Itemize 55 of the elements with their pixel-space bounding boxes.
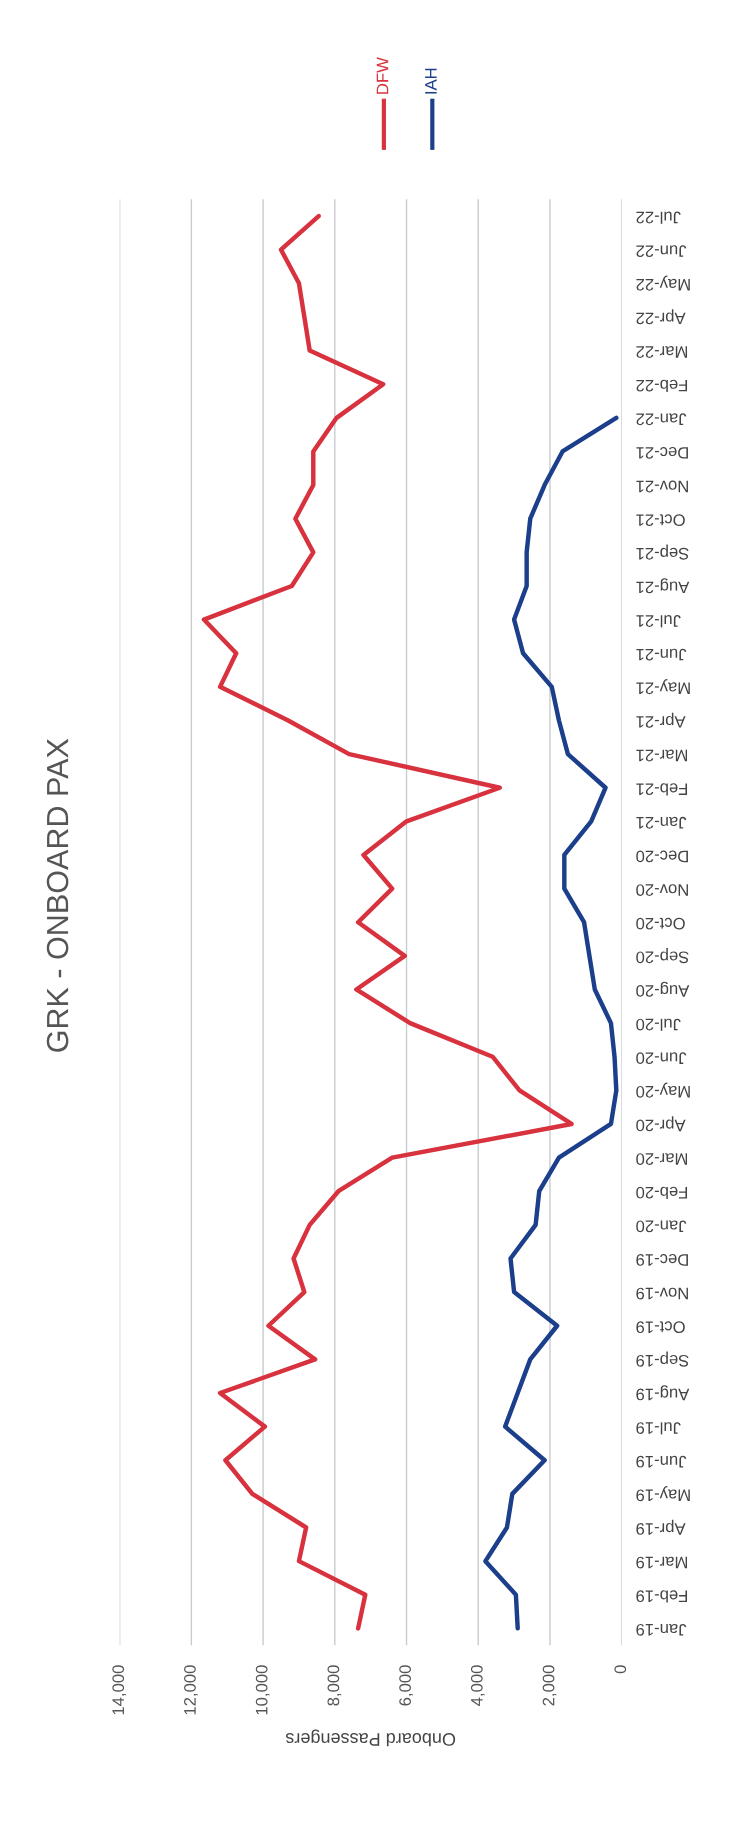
y-tick-label: Jun-19 bbox=[636, 1455, 687, 1468]
x-tick-label: 12,000 bbox=[184, 1665, 198, 1715]
y-tick-label: May-21 bbox=[636, 679, 690, 695]
y-tick-label: Dec-21 bbox=[636, 446, 688, 459]
y-tick-label: Nov-21 bbox=[636, 480, 688, 493]
y-tick-label: Feb-19 bbox=[636, 1590, 688, 1603]
y-tick-label: Jul-20 bbox=[636, 1018, 681, 1031]
y-tick-label: Feb-22 bbox=[636, 379, 688, 392]
y-tick-label: Jul-19 bbox=[636, 1422, 681, 1435]
y-tick-label: Apr-19 bbox=[636, 1519, 686, 1535]
y-tick-label: Aug-19 bbox=[636, 1385, 690, 1401]
x-tick-label: 4,000 bbox=[470, 1665, 485, 1706]
y-tick-label: Jan-19 bbox=[636, 1623, 687, 1636]
y-tick-label: Sep-20 bbox=[636, 948, 689, 964]
y-tick-label: Jan-22 bbox=[636, 413, 687, 426]
y-tick-label: Apr-20 bbox=[636, 1116, 686, 1132]
y-tick-label: Feb-20 bbox=[636, 1186, 688, 1200]
y-tick-label: May-22 bbox=[636, 275, 690, 291]
y-tick-label: Oct-21 bbox=[636, 514, 685, 527]
y-tick-label: Dec-20 bbox=[636, 850, 688, 863]
x-tick-label: 10,000 bbox=[255, 1665, 270, 1715]
x-tick-label: 0 bbox=[614, 1665, 627, 1674]
y-tick-label: Apr-22 bbox=[636, 309, 686, 325]
y-tick-label: Jul-22 bbox=[636, 211, 681, 224]
x-axis-title: Onboard Passengers bbox=[286, 1729, 456, 1747]
x-tick-label: 8,000 bbox=[327, 1665, 342, 1706]
y-tick-label: Mar-19 bbox=[636, 1556, 688, 1569]
y-tick-label: Jun-22 bbox=[636, 245, 687, 258]
y-tick-label: Nov-19 bbox=[636, 1287, 688, 1300]
y-tick-label: Mar-21 bbox=[636, 749, 688, 762]
y-tick-label: Jun-21 bbox=[636, 648, 687, 661]
x-tick-label: 14,000 bbox=[112, 1665, 127, 1715]
y-tick-label: May-19 bbox=[636, 1486, 690, 1502]
y-tick-label: Oct-19 bbox=[636, 1321, 685, 1334]
y-tick-label: Sep-21 bbox=[636, 544, 689, 560]
text: IAH bbox=[425, 68, 437, 94]
y-tick-label: Aug-21 bbox=[636, 578, 690, 594]
y-tick-label: Sep-19 bbox=[636, 1351, 689, 1367]
x-tick-label: 6,000 bbox=[399, 1665, 413, 1706]
text: DFW bbox=[376, 57, 389, 94]
x-tick-label: 2,000 bbox=[542, 1665, 557, 1706]
text: GRK - ONBOARD PAX bbox=[46, 738, 69, 1052]
y-tick-label: Oct-20 bbox=[636, 917, 685, 930]
y-tick-label: Mar-22 bbox=[636, 346, 688, 358]
y-tick-label: Aug-20 bbox=[636, 981, 690, 997]
y-tick-label: Nov-20 bbox=[636, 884, 688, 896]
y-tick-label: Jun-20 bbox=[636, 1052, 687, 1065]
y-tick-label: Dec-19 bbox=[636, 1254, 688, 1266]
y-tick-label: Feb-21 bbox=[636, 783, 688, 796]
y-tick-label: Jul-21 bbox=[636, 615, 681, 628]
y-tick-label: May-20 bbox=[636, 1082, 690, 1098]
y-tick-label: Jan-21 bbox=[636, 816, 687, 829]
y-tick-label: Apr-21 bbox=[636, 712, 686, 728]
y-tick-label: Mar-20 bbox=[636, 1153, 688, 1165]
y-tick-label: Jan-20 bbox=[636, 1220, 687, 1233]
